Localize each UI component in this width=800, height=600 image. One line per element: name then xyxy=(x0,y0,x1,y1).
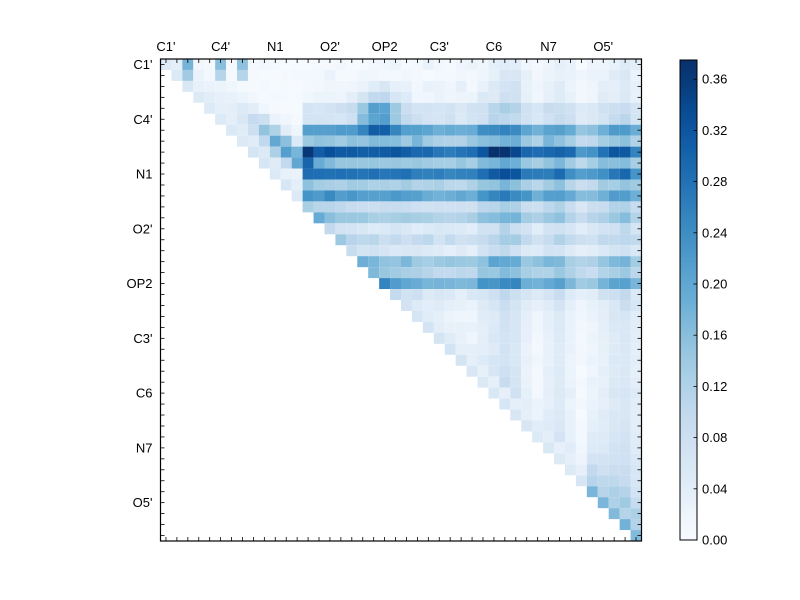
svg-text:C1': C1' xyxy=(133,57,152,72)
svg-text:OP2: OP2 xyxy=(372,39,398,54)
svg-text:O5': O5' xyxy=(593,39,613,54)
svg-text:0.12: 0.12 xyxy=(702,379,727,394)
svg-text:0.00: 0.00 xyxy=(702,533,727,548)
svg-text:C3': C3' xyxy=(133,331,152,346)
svg-text:0.20: 0.20 xyxy=(702,277,727,292)
svg-text:N7: N7 xyxy=(540,39,557,54)
svg-text:C6: C6 xyxy=(486,39,503,54)
svg-text:N1: N1 xyxy=(136,167,153,182)
svg-text:C1': C1' xyxy=(156,39,175,54)
svg-text:C3': C3' xyxy=(430,39,449,54)
svg-text:O2': O2' xyxy=(320,39,340,54)
svg-text:C4': C4' xyxy=(211,39,230,54)
svg-text:C4': C4' xyxy=(133,112,152,127)
svg-text:0.36: 0.36 xyxy=(702,72,727,87)
svg-text:0.08: 0.08 xyxy=(702,430,727,445)
svg-text:0.16: 0.16 xyxy=(702,328,727,343)
svg-text:N1: N1 xyxy=(267,39,284,54)
svg-text:OP2: OP2 xyxy=(126,276,152,291)
svg-text:O2': O2' xyxy=(133,221,153,236)
svg-text:O5': O5' xyxy=(133,495,153,510)
svg-text:C6: C6 xyxy=(136,386,153,401)
svg-text:0.28: 0.28 xyxy=(702,174,727,189)
svg-text:0.04: 0.04 xyxy=(702,481,727,496)
svg-text:0.24: 0.24 xyxy=(702,225,727,240)
svg-text:0.32: 0.32 xyxy=(702,123,727,138)
svg-text:N7: N7 xyxy=(136,440,153,455)
